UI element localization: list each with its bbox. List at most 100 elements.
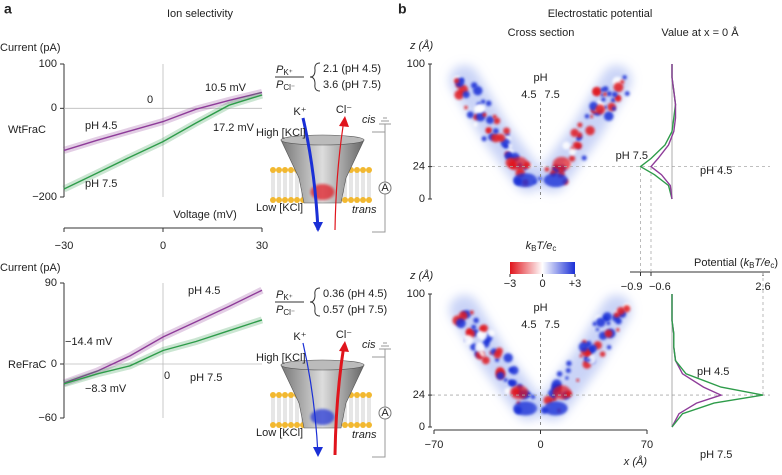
density-blob bbox=[568, 155, 576, 162]
density-blob bbox=[600, 93, 604, 97]
lipid-head bbox=[270, 392, 276, 398]
ion-label: K⁺ bbox=[293, 106, 306, 118]
density-blob bbox=[458, 311, 468, 321]
density-blob bbox=[615, 95, 622, 102]
panel-label: a bbox=[4, 1, 12, 17]
lipid-head bbox=[276, 422, 282, 428]
density-blob bbox=[589, 344, 597, 353]
y-tick-label: 24 bbox=[413, 161, 425, 173]
legend-label: pH 7.5 bbox=[85, 178, 117, 190]
density-blob bbox=[481, 356, 490, 365]
compartment-label: High [KCl] bbox=[256, 127, 306, 139]
lipid-head bbox=[360, 167, 366, 173]
symbol: P bbox=[276, 289, 284, 301]
annotation: 17.2 mV bbox=[213, 122, 255, 134]
density-blob bbox=[603, 111, 614, 122]
density-blob bbox=[464, 105, 468, 110]
density-blob bbox=[611, 106, 617, 111]
arrow-head bbox=[339, 341, 349, 352]
density-blob bbox=[477, 330, 488, 340]
colorbar-tick-label: 0 bbox=[539, 278, 545, 290]
annotation: 0 bbox=[147, 94, 153, 106]
profile-line bbox=[649, 64, 677, 200]
arrow-head bbox=[339, 116, 349, 127]
density-blob bbox=[622, 75, 627, 80]
density-blob bbox=[495, 347, 503, 355]
profile-line bbox=[671, 294, 723, 428]
series-line bbox=[63, 91, 263, 152]
density-blob bbox=[493, 117, 501, 125]
density-blob bbox=[595, 104, 606, 115]
density-blob bbox=[544, 166, 550, 172]
density-blob bbox=[543, 401, 568, 416]
density-blob bbox=[503, 143, 509, 149]
ph-value: 7.5 bbox=[545, 319, 560, 331]
annotation: −8.3 mV bbox=[85, 383, 127, 395]
x-tick-label: 70 bbox=[641, 439, 653, 451]
ground bbox=[379, 117, 391, 132]
ratio-numerator: PK⁺ bbox=[276, 289, 293, 302]
x-tick-label: −0.6 bbox=[649, 281, 671, 293]
subscript: B bbox=[531, 244, 536, 253]
lipid-head bbox=[348, 422, 354, 428]
axis-label: z (Å) bbox=[409, 269, 434, 282]
density-blob bbox=[463, 335, 473, 345]
density-blob bbox=[473, 317, 479, 324]
density-blob bbox=[474, 342, 485, 353]
density-blob bbox=[556, 371, 563, 377]
density-blob bbox=[606, 91, 612, 97]
density-blob bbox=[616, 328, 620, 332]
legend-label: pH 7.5 bbox=[190, 372, 222, 384]
label-part: k bbox=[744, 257, 750, 269]
density-blob bbox=[616, 306, 625, 315]
density-blob bbox=[510, 156, 529, 171]
density-blob bbox=[624, 91, 630, 96]
ph-label: pH bbox=[533, 72, 547, 84]
colorbar-tick-label: −3 bbox=[504, 278, 517, 290]
ph-label: pH bbox=[533, 302, 547, 314]
lipid-head bbox=[360, 392, 366, 398]
density-blob bbox=[507, 143, 512, 149]
x-axis-label: x (Å) bbox=[623, 455, 648, 468]
ratio-denominator: PCl⁻ bbox=[276, 79, 295, 92]
cation-arrow bbox=[301, 117, 320, 231]
density-blob bbox=[586, 358, 591, 362]
subscript: Cl⁻ bbox=[283, 308, 295, 317]
subscript: c bbox=[552, 244, 556, 253]
ratio-value: 3.6 (pH 7.5) bbox=[323, 79, 381, 91]
density-blob bbox=[578, 342, 589, 352]
density-blob bbox=[613, 82, 624, 93]
compartment-label: Low [KCl] bbox=[256, 202, 303, 214]
subscript: B bbox=[749, 261, 754, 270]
density-blob bbox=[601, 97, 606, 102]
density-blob bbox=[497, 133, 506, 142]
heatmap-image bbox=[449, 295, 632, 421]
density-blob bbox=[610, 97, 616, 103]
series-line bbox=[63, 319, 263, 385]
legend-label: pH 4.5 bbox=[188, 285, 220, 297]
density-blob bbox=[585, 125, 595, 136]
density-blob bbox=[565, 367, 571, 374]
density-blob bbox=[471, 324, 477, 330]
lipid-head bbox=[348, 197, 354, 203]
density-blob bbox=[552, 156, 571, 171]
lipid-head bbox=[294, 422, 300, 428]
density-blob bbox=[485, 100, 492, 107]
density-blob bbox=[513, 401, 538, 416]
density-blob bbox=[480, 99, 486, 104]
density-blob bbox=[603, 92, 607, 97]
density-blob bbox=[568, 148, 576, 156]
density-blob bbox=[481, 136, 487, 142]
density-blob bbox=[543, 173, 568, 188]
row-label: ReFraC bbox=[8, 359, 47, 371]
arrow-head bbox=[313, 447, 323, 457]
label-part: T/ bbox=[754, 257, 765, 269]
ammeter bbox=[378, 406, 392, 420]
subscript: Cl⁻ bbox=[283, 83, 295, 92]
lipid-head bbox=[282, 392, 288, 398]
density-blob bbox=[595, 327, 600, 332]
side-label: cis bbox=[362, 114, 376, 126]
profile-line bbox=[671, 294, 764, 428]
density-blob bbox=[453, 78, 460, 84]
lipid-head bbox=[342, 422, 348, 428]
